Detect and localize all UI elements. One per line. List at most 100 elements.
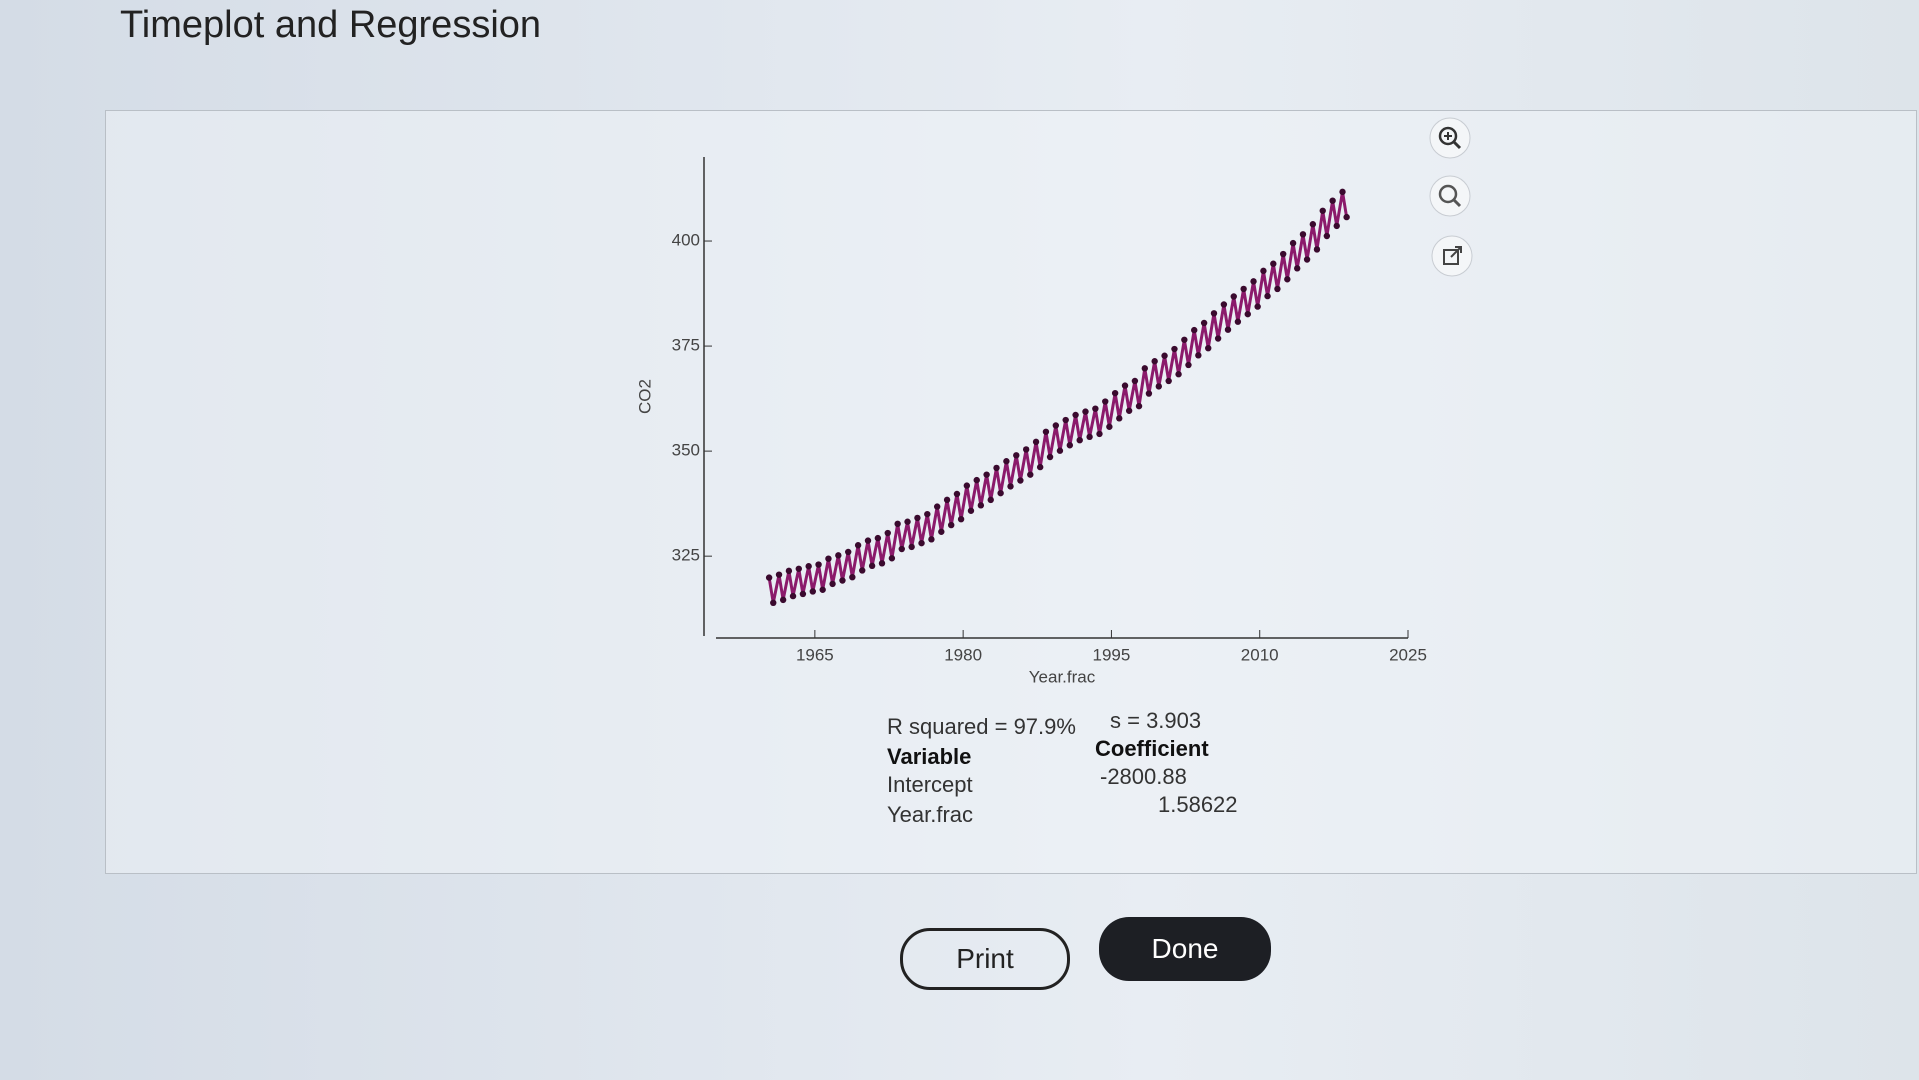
data-point (1032, 438, 1040, 446)
data-point (1052, 422, 1060, 429)
data-point (785, 567, 793, 575)
data-point (815, 561, 822, 568)
zoom-in-icon[interactable] (1429, 117, 1471, 159)
data-point (1082, 408, 1089, 415)
y-tick-label: 375 (672, 336, 700, 355)
data-point (1250, 278, 1257, 285)
data-point (977, 502, 985, 509)
data-point (1145, 390, 1153, 397)
data-point (809, 588, 817, 595)
data-point (1254, 303, 1261, 310)
data-point (765, 574, 773, 581)
data-point (1121, 382, 1129, 389)
data-point (845, 548, 852, 556)
data-point (1135, 402, 1143, 410)
data-point (1185, 361, 1192, 369)
data-point (1076, 436, 1083, 444)
data-point (1299, 231, 1307, 238)
data-point (1200, 319, 1208, 327)
data-point (1027, 471, 1034, 478)
data-point (1234, 318, 1242, 325)
print-button[interactable]: Print (900, 928, 1070, 990)
data-point (1106, 423, 1113, 430)
data-point (894, 520, 901, 528)
data-point (819, 586, 826, 593)
data-point (868, 562, 876, 570)
data-point (1313, 246, 1321, 253)
popout-icon[interactable] (1431, 235, 1473, 277)
data-point (1096, 430, 1103, 438)
data-point (918, 539, 925, 547)
data-point (1294, 265, 1301, 272)
table-header: Variable (887, 744, 972, 769)
data-point (1151, 358, 1158, 365)
data-point (1339, 188, 1346, 196)
data-point (928, 536, 935, 543)
data-point (1007, 483, 1014, 490)
data-point (963, 482, 971, 489)
table-cell: -2800.88 (1100, 764, 1187, 789)
data-point (1214, 335, 1222, 342)
data-point (933, 503, 941, 510)
data-point (770, 599, 777, 607)
data-point (1270, 260, 1277, 267)
data-point (1319, 207, 1326, 214)
data-point (1289, 239, 1297, 247)
data-point (938, 528, 945, 535)
data-point (1072, 411, 1079, 419)
s-value: s = 3.903 (1110, 708, 1202, 733)
done-button[interactable]: Done (1099, 917, 1271, 981)
data-point (1220, 301, 1228, 308)
y-tick-label: 350 (672, 441, 700, 460)
data-point (1056, 447, 1064, 454)
data-point (1264, 292, 1271, 300)
data-point (953, 490, 961, 498)
x-tick-label: 2010 (1241, 645, 1279, 664)
data-point (864, 537, 872, 544)
data-point (829, 580, 836, 588)
data-point (1244, 310, 1251, 318)
series-line (767, 191, 1349, 604)
data-point (1013, 452, 1020, 459)
chart-panel (105, 110, 1917, 874)
data-point (943, 496, 951, 504)
data-point (1111, 389, 1119, 397)
data-point (1161, 352, 1168, 359)
data-point (924, 510, 931, 518)
data-point (993, 464, 1000, 472)
data-point (779, 596, 787, 604)
data-point (1210, 310, 1218, 317)
data-point (973, 476, 980, 484)
zoom-out-icon[interactable] (1429, 175, 1471, 217)
data-point (835, 552, 842, 559)
data-point (914, 514, 921, 522)
data-point (1062, 416, 1069, 424)
data-point (1171, 345, 1178, 353)
data-point (1274, 285, 1281, 293)
data-point (1017, 477, 1024, 484)
data-point (1116, 415, 1123, 422)
data-point (775, 571, 783, 578)
data-point (1155, 383, 1163, 390)
data-point (1191, 326, 1198, 334)
data-point (948, 521, 955, 529)
data-point (1309, 221, 1317, 228)
dialog-title: Timeplot and Regression (120, 4, 542, 46)
data-point (997, 489, 1004, 497)
data-point (908, 543, 915, 551)
data-point (854, 542, 862, 549)
data-point (1046, 453, 1054, 461)
data-point (888, 555, 896, 562)
data-point (1165, 377, 1172, 385)
data-point (1042, 428, 1050, 435)
data-point (1022, 446, 1030, 453)
data-point (799, 590, 807, 598)
table-header: Coefficient (1095, 736, 1209, 761)
data-point (1284, 276, 1291, 283)
data-point (805, 563, 812, 570)
data-point (1175, 371, 1182, 378)
data-point (1086, 433, 1093, 441)
data-point (1102, 398, 1109, 405)
data-point (789, 592, 797, 600)
table-cell: Year.frac (887, 802, 974, 827)
